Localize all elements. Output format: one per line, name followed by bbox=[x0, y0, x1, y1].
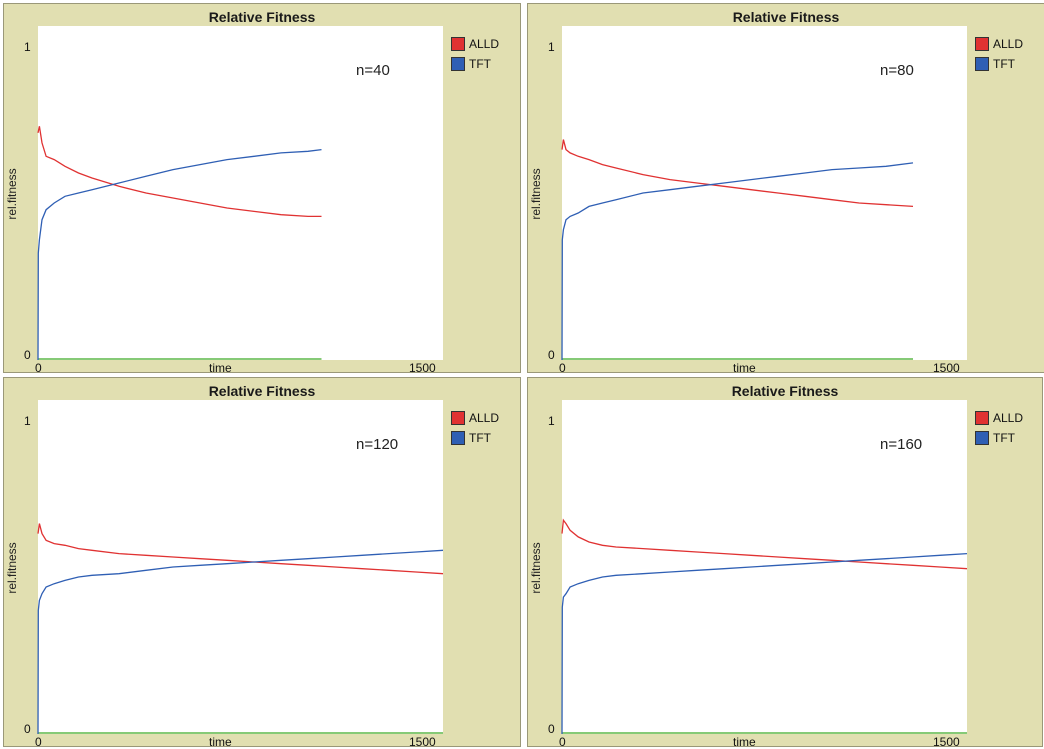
plot-title: Relative Fitness bbox=[732, 9, 840, 25]
annotation-n: n=80 bbox=[880, 62, 914, 79]
legend-item-tft: TFT bbox=[975, 428, 1023, 448]
y-tick-label-min: 0 bbox=[24, 348, 31, 362]
x-tick-label-min: 0 bbox=[35, 361, 42, 375]
legend-item-alld: ALLD bbox=[975, 408, 1023, 428]
series-line-alld bbox=[561, 139, 914, 208]
series-line-tft bbox=[561, 162, 914, 361]
legend-swatch bbox=[451, 431, 465, 445]
series-line-alld bbox=[37, 523, 444, 575]
x-tick-label-max: 1500 bbox=[409, 735, 436, 749]
x-tick-label-min: 0 bbox=[559, 361, 566, 375]
legend-label: ALLD bbox=[469, 37, 500, 51]
plot-title: Relative Fitness bbox=[208, 9, 316, 25]
legend-swatch bbox=[975, 57, 989, 71]
legend-swatch bbox=[451, 37, 465, 51]
legend-label: TFT bbox=[993, 57, 1015, 71]
x-tick-label-max: 1500 bbox=[933, 735, 960, 749]
plot-panel-2: Relative Fitness rel.fitness 1 0 0 1500 … bbox=[527, 3, 1044, 375]
y-tick-label-min: 0 bbox=[24, 722, 31, 736]
series-line-tft bbox=[561, 552, 968, 735]
plot-area bbox=[561, 26, 967, 361]
legend: ALLD TFT bbox=[451, 408, 499, 448]
plot-svg bbox=[37, 126, 322, 361]
series-line-alld bbox=[561, 518, 968, 570]
plot-panel-4: Relative Fitness rel.fitness 1 0 0 1500 … bbox=[527, 377, 1043, 749]
annotation-n: n=160 bbox=[880, 436, 923, 453]
plot-area bbox=[37, 26, 443, 361]
x-axis-label: time bbox=[733, 361, 756, 375]
y-axis-label: rel.fitness bbox=[5, 542, 19, 594]
legend-item-alld: ALLD bbox=[451, 408, 499, 428]
annotation-n: n=40 bbox=[356, 62, 390, 79]
legend-item-alld: ALLD bbox=[451, 34, 499, 54]
legend-label: TFT bbox=[469, 431, 491, 445]
plot-title: Relative Fitness bbox=[208, 383, 316, 399]
plot-svg bbox=[37, 523, 444, 735]
legend-item-tft: TFT bbox=[451, 428, 499, 448]
x-tick-label-max: 1500 bbox=[933, 361, 960, 375]
plot-area bbox=[561, 400, 968, 735]
legend-label: TFT bbox=[469, 57, 491, 71]
legend: ALLD TFT bbox=[975, 408, 1023, 448]
annotation-n: n=120 bbox=[356, 436, 399, 453]
x-axis-label: time bbox=[733, 735, 756, 749]
y-tick-label-min: 0 bbox=[548, 722, 555, 736]
x-tick-label-max: 1500 bbox=[409, 361, 436, 375]
plot-panel-1: Relative Fitness rel.fitness 1 0 0 1500 … bbox=[3, 3, 521, 375]
legend-label: TFT bbox=[993, 431, 1015, 445]
x-axis-label: time bbox=[209, 361, 232, 375]
legend-label: ALLD bbox=[993, 37, 1024, 51]
y-tick-label-min: 0 bbox=[548, 348, 555, 362]
y-tick-label-max: 1 bbox=[24, 40, 31, 54]
y-tick-label-max: 1 bbox=[24, 414, 31, 428]
plot-panel-3: Relative Fitness rel.fitness 1 0 0 1500 … bbox=[3, 377, 521, 749]
plot-svg bbox=[561, 518, 968, 735]
y-axis-label: rel.fitness bbox=[529, 542, 543, 594]
series-line-alld bbox=[37, 126, 322, 218]
legend-item-tft: TFT bbox=[451, 54, 499, 74]
y-tick-label-max: 1 bbox=[548, 414, 555, 428]
legend-label: ALLD bbox=[993, 411, 1024, 425]
series-line-tft bbox=[37, 148, 322, 361]
legend-item-tft: TFT bbox=[975, 54, 1023, 74]
plot-title: Relative Fitness bbox=[731, 383, 839, 399]
series-line-tft bbox=[37, 549, 444, 735]
legend-swatch bbox=[451, 57, 465, 71]
x-axis-label: time bbox=[209, 735, 232, 749]
legend-swatch bbox=[975, 431, 989, 445]
legend-swatch bbox=[975, 37, 989, 51]
legend-label: ALLD bbox=[469, 411, 500, 425]
plot-area bbox=[37, 400, 444, 735]
x-tick-label-min: 0 bbox=[35, 735, 42, 749]
x-tick-label-min: 0 bbox=[559, 735, 566, 749]
legend: ALLD TFT bbox=[451, 34, 499, 74]
y-tick-label-max: 1 bbox=[548, 40, 555, 54]
legend-swatch bbox=[975, 411, 989, 425]
y-axis-label: rel.fitness bbox=[5, 168, 19, 220]
legend: ALLD TFT bbox=[975, 34, 1023, 74]
plot-svg bbox=[561, 139, 914, 361]
y-axis-label: rel.fitness bbox=[529, 168, 543, 220]
legend-swatch bbox=[451, 411, 465, 425]
legend-item-alld: ALLD bbox=[975, 34, 1023, 54]
